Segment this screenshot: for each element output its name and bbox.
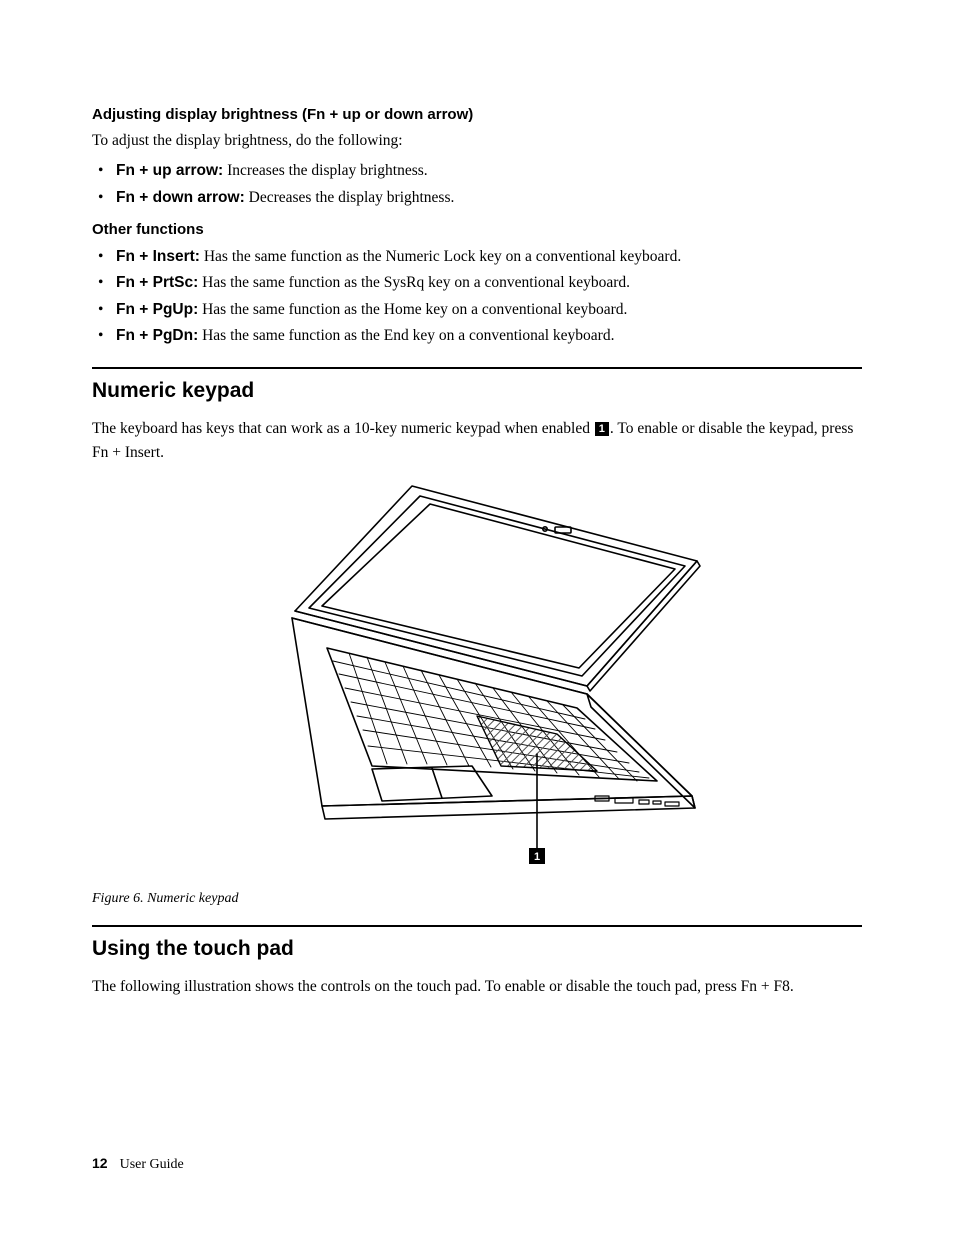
kbd-label: Fn + PgUp: [116,301,198,318]
item-text: Increases the display brightness. [223,162,427,179]
brightness-list: Fn + up arrow: Increases the display bri… [92,158,862,211]
item-text: Has the same function as the End key on … [198,327,614,344]
item-text: Decreases the display brightness. [245,189,455,206]
kbd-label: Fn + up arrow: [116,162,223,179]
other-list: Fn + Insert: Has the same function as th… [92,244,862,349]
section-divider [92,367,862,369]
touchpad-title: Using the touch pad [92,937,862,961]
list-item: Fn + up arrow: Increases the display bri… [92,158,862,184]
page-number: 12 [92,1155,108,1171]
kbd-label: Fn + PgDn: [116,327,198,344]
list-item: Fn + down arrow: Decreases the display b… [92,185,862,211]
laptop-illustration-icon: 1 [237,476,717,876]
list-item: Fn + PgDn: Has the same function as the … [92,323,862,349]
section-divider [92,925,862,927]
kbd-label: Fn + PrtSc: [116,274,198,291]
other-heading: Other functions [92,221,862,238]
callout-badge-icon: 1 [595,422,609,436]
numeric-keypad-para: The keyboard has keys that can work as a… [92,417,862,464]
footer-label: User Guide [120,1157,184,1172]
figure-callout-label: 1 [534,851,540,863]
page-footer: 12 User Guide [92,1155,184,1173]
para-text-before: The keyboard has keys that can work as a… [92,420,594,437]
brightness-heading: Adjusting display brightness (Fn + up or… [92,106,862,123]
touchpad-para: The following illustration shows the con… [92,975,862,998]
list-item: Fn + PgUp: Has the same function as the … [92,297,862,323]
figure-numeric-keypad: 1 [92,476,862,881]
list-item: Fn + PrtSc: Has the same function as the… [92,270,862,296]
list-item: Fn + Insert: Has the same function as th… [92,244,862,270]
item-text: Has the same function as the SysRq key o… [198,274,630,291]
kbd-label: Fn + down arrow: [116,189,245,206]
item-text: Has the same function as the Numeric Loc… [200,248,681,265]
kbd-label: Fn + Insert: [116,248,200,265]
item-text: Has the same function as the Home key on… [198,301,627,318]
numeric-keypad-title: Numeric keypad [92,379,862,403]
brightness-intro: To adjust the display brightness, do the… [92,129,862,152]
figure-caption: Figure 6. Numeric keypad [92,891,862,907]
